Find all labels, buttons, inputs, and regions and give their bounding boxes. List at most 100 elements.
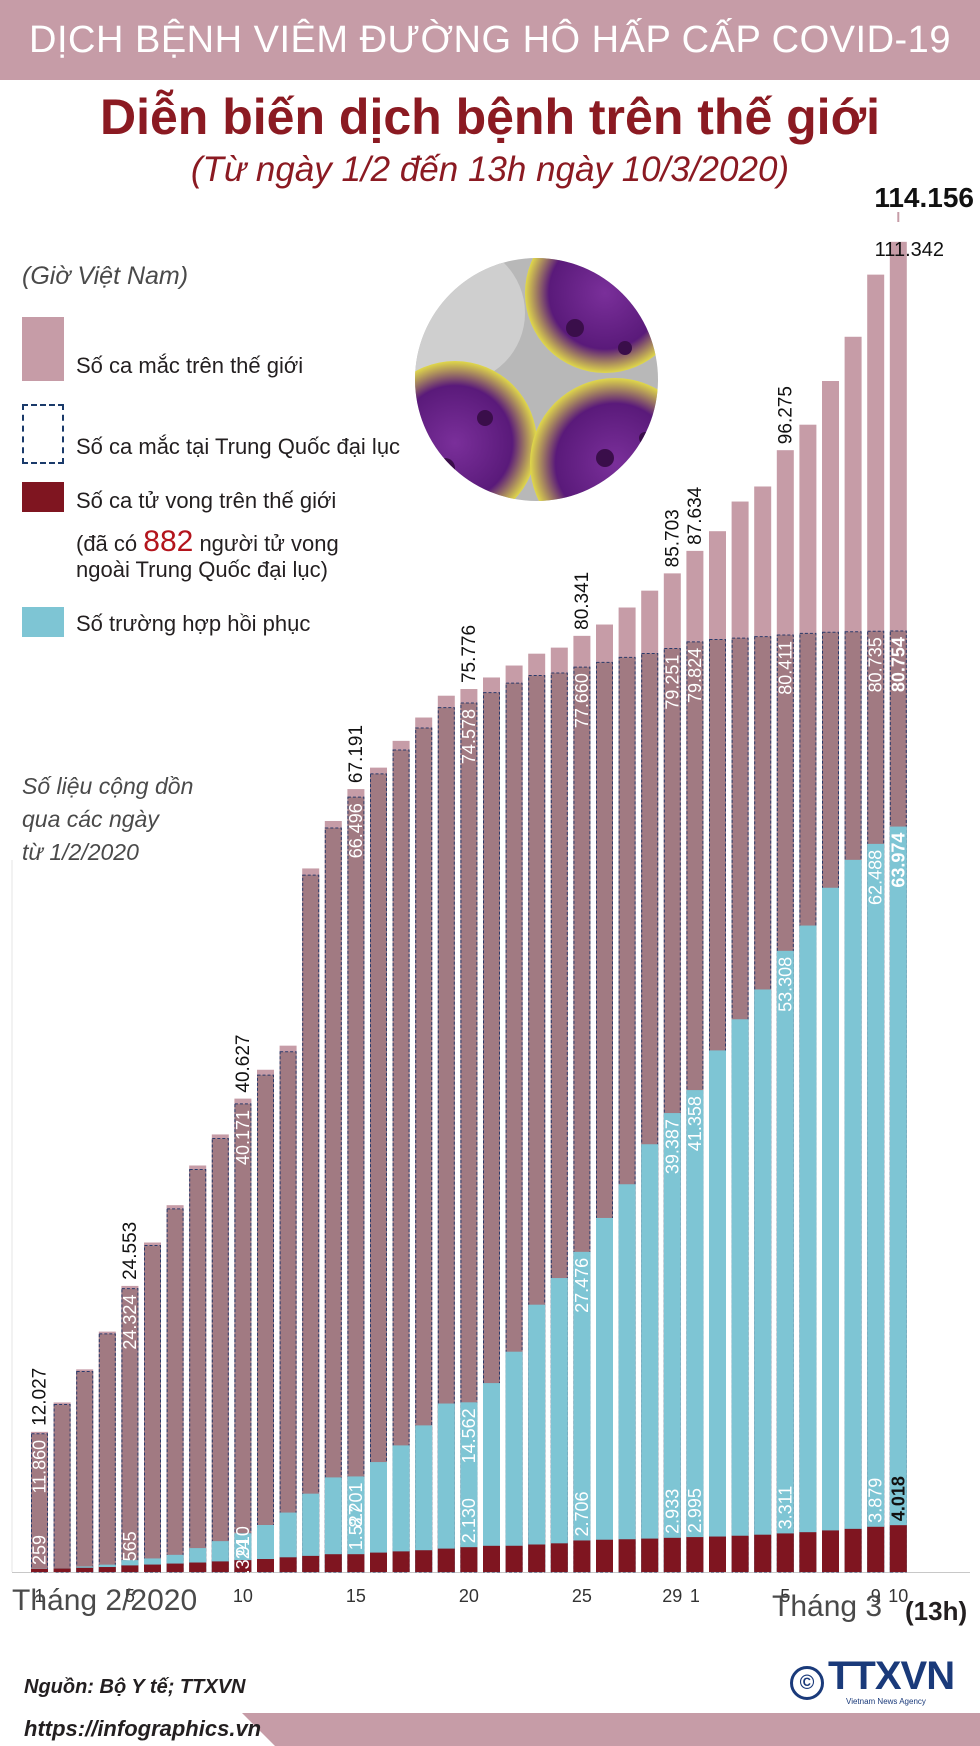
cumulative-note-line: Số liệu cộng dồn bbox=[22, 773, 194, 799]
bar-deaths bbox=[189, 1562, 207, 1572]
bar-deaths bbox=[550, 1543, 568, 1572]
footer-url-tab bbox=[0, 1713, 275, 1746]
bar-deaths bbox=[121, 1565, 139, 1572]
bar-recovered bbox=[528, 1304, 546, 1572]
x-tick-label: 29 bbox=[662, 1586, 682, 1606]
bar-china-cases bbox=[415, 727, 433, 1572]
bar-deaths bbox=[618, 1539, 636, 1572]
label-world-cases: 114.156 bbox=[874, 182, 974, 213]
bar-recovered bbox=[776, 950, 794, 1572]
bar-recovered bbox=[618, 1184, 636, 1572]
label-deaths: 1.527 bbox=[346, 1505, 366, 1550]
label-deaths: 565 bbox=[120, 1531, 140, 1561]
bar-recovered bbox=[483, 1383, 500, 1572]
bar-china-outline bbox=[279, 1051, 297, 1573]
bar-recovered bbox=[754, 989, 772, 1572]
bar-recovered bbox=[573, 1251, 591, 1572]
x-tick-label: 10 bbox=[233, 1586, 253, 1606]
bar-china-outline bbox=[437, 707, 455, 1573]
label-china-cases: 74.578 bbox=[459, 709, 479, 764]
bar-china-cases bbox=[31, 1433, 48, 1572]
label-china-cases: 79.251 bbox=[662, 655, 682, 710]
label-recovered: 41.358 bbox=[685, 1096, 705, 1151]
bar-deaths bbox=[76, 1567, 94, 1572]
bar-recovered bbox=[279, 1512, 297, 1572]
bar-china-cases bbox=[437, 707, 455, 1572]
bar-china-cases bbox=[460, 703, 478, 1572]
bar-deaths bbox=[460, 1547, 478, 1572]
label-world-cases: 85.703 bbox=[662, 509, 683, 567]
bar-deaths bbox=[641, 1538, 659, 1572]
x-tick-label: 1 bbox=[34, 1586, 44, 1606]
bar-recovered bbox=[889, 826, 907, 1572]
bar-deaths bbox=[347, 1554, 365, 1572]
bar-china-cases bbox=[53, 1404, 71, 1572]
bar-deaths bbox=[211, 1561, 229, 1572]
x-tick-label: 25 bbox=[572, 1586, 592, 1606]
bar-deaths bbox=[98, 1567, 116, 1572]
bar-china-cases bbox=[76, 1371, 94, 1572]
bar-china-outline bbox=[76, 1371, 94, 1573]
label-world-cases: 87.634 bbox=[685, 486, 706, 545]
legend-deaths-note-post: người tử vong bbox=[193, 531, 339, 556]
bar-recovered bbox=[596, 1217, 613, 1572]
bar-china-outline bbox=[347, 796, 365, 1573]
bar-deaths bbox=[144, 1564, 161, 1572]
bar-deaths bbox=[731, 1535, 749, 1572]
bar-deaths bbox=[822, 1530, 839, 1572]
month-label-february: Tháng 2/2020 bbox=[12, 1584, 198, 1617]
bar-recovered bbox=[686, 1090, 704, 1572]
label-china-cases: 40.171 bbox=[233, 1110, 253, 1165]
bar-deaths bbox=[754, 1534, 772, 1572]
bar-recovered bbox=[731, 1019, 749, 1572]
copyright-icon: © bbox=[790, 1666, 824, 1700]
bar-recovered bbox=[550, 1278, 568, 1572]
bar-china-cases bbox=[279, 1051, 297, 1572]
cumulative-note-line: từ 1/2/2020 bbox=[22, 839, 139, 865]
label-world-cases: 111.342 bbox=[875, 239, 944, 261]
ttxvn-logo-subtitle: Vietnam News Agency bbox=[846, 1697, 926, 1706]
bar-china-outline bbox=[324, 827, 342, 1573]
bar-china-outline bbox=[618, 656, 636, 1573]
label-china-cases: 79.824 bbox=[685, 648, 705, 703]
header-banner bbox=[0, 0, 980, 80]
legend-swatch-china bbox=[22, 404, 64, 464]
legend-swatch-world bbox=[22, 317, 64, 381]
label-recovered: 8.201 bbox=[346, 1482, 366, 1527]
x-tick-label: 10 bbox=[888, 1586, 908, 1606]
bar-china-cases bbox=[144, 1245, 161, 1572]
bar-china-cases bbox=[189, 1169, 207, 1572]
bar-recovered bbox=[437, 1403, 455, 1572]
label-china-cases: 80.735 bbox=[866, 637, 886, 692]
bar-deaths bbox=[799, 1532, 817, 1572]
label-china-cases: 11.860 bbox=[30, 1440, 50, 1494]
bar-china-cases bbox=[166, 1208, 184, 1572]
bar-deaths bbox=[776, 1533, 794, 1572]
bar-recovered bbox=[505, 1351, 523, 1572]
bar-recovered bbox=[709, 1050, 726, 1572]
legend-deaths-note-pre: (đã có bbox=[76, 531, 144, 556]
website-url[interactable]: https://infographics.vn bbox=[24, 1716, 262, 1741]
bar-deaths bbox=[437, 1548, 455, 1572]
label-world-cases: 80.341 bbox=[572, 572, 593, 630]
bar-recovered bbox=[370, 1462, 387, 1572]
bar-deaths bbox=[415, 1550, 433, 1572]
bar-china-cases bbox=[483, 692, 500, 1572]
bar-deaths bbox=[279, 1557, 297, 1572]
bar-deaths bbox=[686, 1537, 704, 1572]
label-world-cases: 75.776 bbox=[459, 625, 480, 683]
label-recovered: 14.562 bbox=[459, 1408, 479, 1463]
x-tick-label: 15 bbox=[346, 1586, 366, 1606]
outside-china-deaths: 882 bbox=[143, 525, 194, 558]
legend-recovered: Số trường hợp hồi phục bbox=[76, 611, 311, 636]
legend-deaths-note: (đã có 882 người tử vong bbox=[76, 525, 339, 559]
label-deaths: 2.130 bbox=[459, 1498, 479, 1543]
bar-deaths bbox=[370, 1552, 387, 1572]
bar-china-cases bbox=[370, 773, 387, 1572]
x-tick-label: 1 bbox=[690, 1586, 700, 1606]
bar-deaths bbox=[166, 1563, 184, 1572]
legend-swatch-deaths bbox=[22, 482, 64, 512]
legend-note: (Giờ Việt Nam) bbox=[22, 262, 189, 290]
bar-china-outline bbox=[754, 636, 772, 1573]
